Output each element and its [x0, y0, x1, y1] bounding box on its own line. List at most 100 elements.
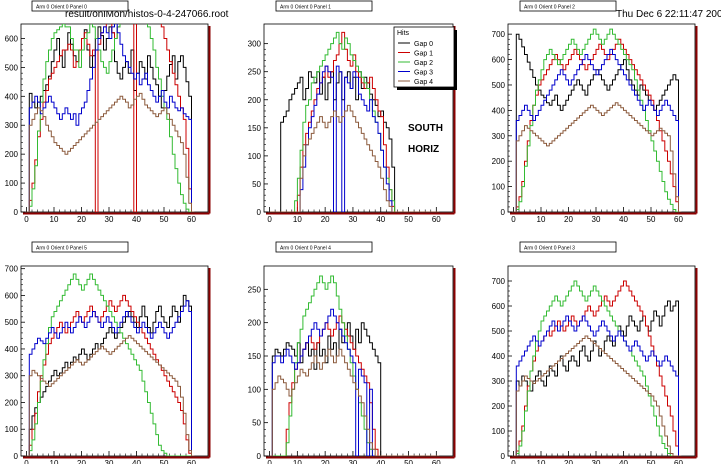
series-gap-4 — [26, 92, 195, 212]
histogram-panel-1: Arm 0 Orient 0 Panel 1050100150200250300… — [248, 0, 456, 224]
histogram-panel-3: Arm 0 Orient 0 Panel 5 0 100 200 300 400 500 60… — [5, 241, 211, 464]
x-tick-label: 50 — [160, 459, 169, 464]
y-tick-label: 0 — [501, 452, 506, 461]
y-tick-label: 400 — [492, 352, 506, 361]
y-tick-label: 50 — [252, 180, 261, 189]
x-tick-label: 60 — [432, 459, 441, 464]
series-gap-0 — [513, 33, 682, 212]
datetime-label: Thu Dec 6 22:11:47 2007 — [616, 9, 721, 20]
series-gap-4 — [26, 335, 195, 456]
y-tick-label: 200 — [492, 402, 506, 411]
y-tick-label: 700 — [5, 265, 19, 274]
x-tick-label: 30 — [105, 459, 114, 464]
y-tick-label: 300 — [5, 372, 19, 381]
series-gap-4 — [513, 335, 682, 456]
x-tick-label: 40 — [619, 215, 628, 224]
panel-title-box — [275, 241, 373, 253]
panel-title: Arm 0 Orient 0 Panel 0 — [31, 0, 129, 12]
panel-title-box — [519, 241, 617, 253]
histogram-panel-0: Arm 0 Orient 0 Panel 0010020030040050060… — [5, 0, 211, 224]
y-tick-label: 300 — [248, 40, 262, 49]
y-tick-label: 50 — [252, 419, 261, 428]
y-tick-label: 500 — [492, 81, 506, 90]
x-tick-label: 0 — [24, 459, 29, 464]
annotation-line: HORIZ — [408, 144, 439, 155]
x-tick-label: 40 — [376, 215, 385, 224]
x-tick-label: 40 — [619, 459, 628, 464]
y-tick-label: 0 — [14, 208, 19, 217]
panel-title-text: Arm 0 Orient 0 Panel 0 — [36, 5, 87, 11]
y-tick-label: 200 — [5, 150, 19, 159]
series-gap-2 — [269, 275, 440, 456]
file-path-label: result/onlMon/histos-0-4-247066.root — [65, 9, 229, 20]
x-tick-label: 0 — [24, 215, 29, 224]
panel-title: Arm 0 Orient 0 Panel 5 — [31, 241, 129, 253]
series-gap-2 — [513, 28, 682, 212]
y-tick-label: 200 — [248, 319, 262, 328]
x-tick-label: 60 — [432, 215, 441, 224]
panel-title-text: Arm 0 Orient 0 Panel 1 — [280, 5, 331, 11]
x-tick-label: 10 — [293, 215, 302, 224]
x-tick-label: 20 — [77, 459, 86, 464]
x-tick-label: 20 — [321, 215, 330, 224]
plot-frame — [20, 265, 209, 457]
panel-title: Arm 0 Orient 0 Panel 2 — [519, 0, 617, 12]
y-tick-label: 300 — [492, 377, 506, 386]
legend: Hits Gap 0 Gap 1 Gap 2 Gap 3 Gap 4 — [393, 26, 457, 90]
x-tick-label: 50 — [647, 215, 656, 224]
y-tick-label: 150 — [248, 352, 262, 361]
y-tick-label: 500 — [492, 327, 506, 336]
y-tick-label: 150 — [248, 124, 262, 133]
annotation-line: SOUTH — [408, 123, 443, 134]
y-tick-label: 600 — [492, 302, 506, 311]
y-tick-label: 100 — [492, 183, 506, 192]
y-tick-label: 600 — [5, 291, 19, 300]
series-gap-3 — [269, 308, 440, 456]
legend-entry: Gap 3 — [414, 70, 433, 77]
legend-entry: Gap 0 — [414, 41, 433, 48]
panel-title: Arm 0 Orient 0 Panel 4 — [275, 241, 373, 253]
y-tick-label: 100 — [492, 427, 506, 436]
y-tick-label: 100 — [5, 425, 19, 434]
x-tick-label: 60 — [187, 215, 196, 224]
x-tick-label: 30 — [348, 459, 357, 464]
x-tick-label: 50 — [404, 215, 413, 224]
series-gap-0 — [26, 294, 195, 456]
panel-title-text: Arm 0 Orient 0 Panel 4 — [280, 246, 331, 252]
y-tick-label: 250 — [248, 68, 262, 77]
x-tick-label: 30 — [105, 215, 114, 224]
x-tick-label: 60 — [674, 215, 683, 224]
y-tick-label: 100 — [248, 385, 262, 394]
x-tick-label: 10 — [293, 459, 302, 464]
y-tick-label: 500 — [5, 318, 19, 327]
y-tick-label: 200 — [492, 157, 506, 166]
panel-title-box — [519, 0, 617, 12]
x-tick-label: 60 — [674, 459, 683, 464]
series-gap-2 — [513, 280, 682, 456]
y-tick-label: 0 — [501, 208, 506, 217]
x-tick-label: 60 — [187, 459, 196, 464]
plot-frame — [507, 265, 696, 457]
x-tick-label: 50 — [647, 459, 656, 464]
panel-title-box — [275, 0, 373, 12]
series-gap-0 — [269, 71, 440, 212]
series-gap-4 — [269, 348, 440, 456]
legend-entry: Gap 2 — [414, 60, 433, 67]
y-tick-label: 400 — [5, 345, 19, 354]
panel-title-text: Arm 0 Orient 0 Panel 2 — [524, 5, 575, 11]
y-tick-label: 500 — [5, 63, 19, 72]
y-tick-label: 200 — [5, 398, 19, 407]
panel-title-box — [31, 241, 129, 253]
x-tick-label: 0 — [511, 215, 516, 224]
series-gap-0 — [26, 26, 195, 212]
series-gap-2 — [26, 273, 195, 456]
x-tick-label: 30 — [592, 215, 601, 224]
y-tick-label: 100 — [248, 152, 262, 161]
series-gap-3 — [513, 48, 682, 212]
panel-title-text: Arm 0 Orient 0 Panel 3 — [524, 246, 575, 252]
series-gap-2 — [269, 31, 440, 212]
y-tick-label: 600 — [492, 56, 506, 65]
y-tick-label: 400 — [5, 92, 19, 101]
x-tick-label: 40 — [376, 459, 385, 464]
